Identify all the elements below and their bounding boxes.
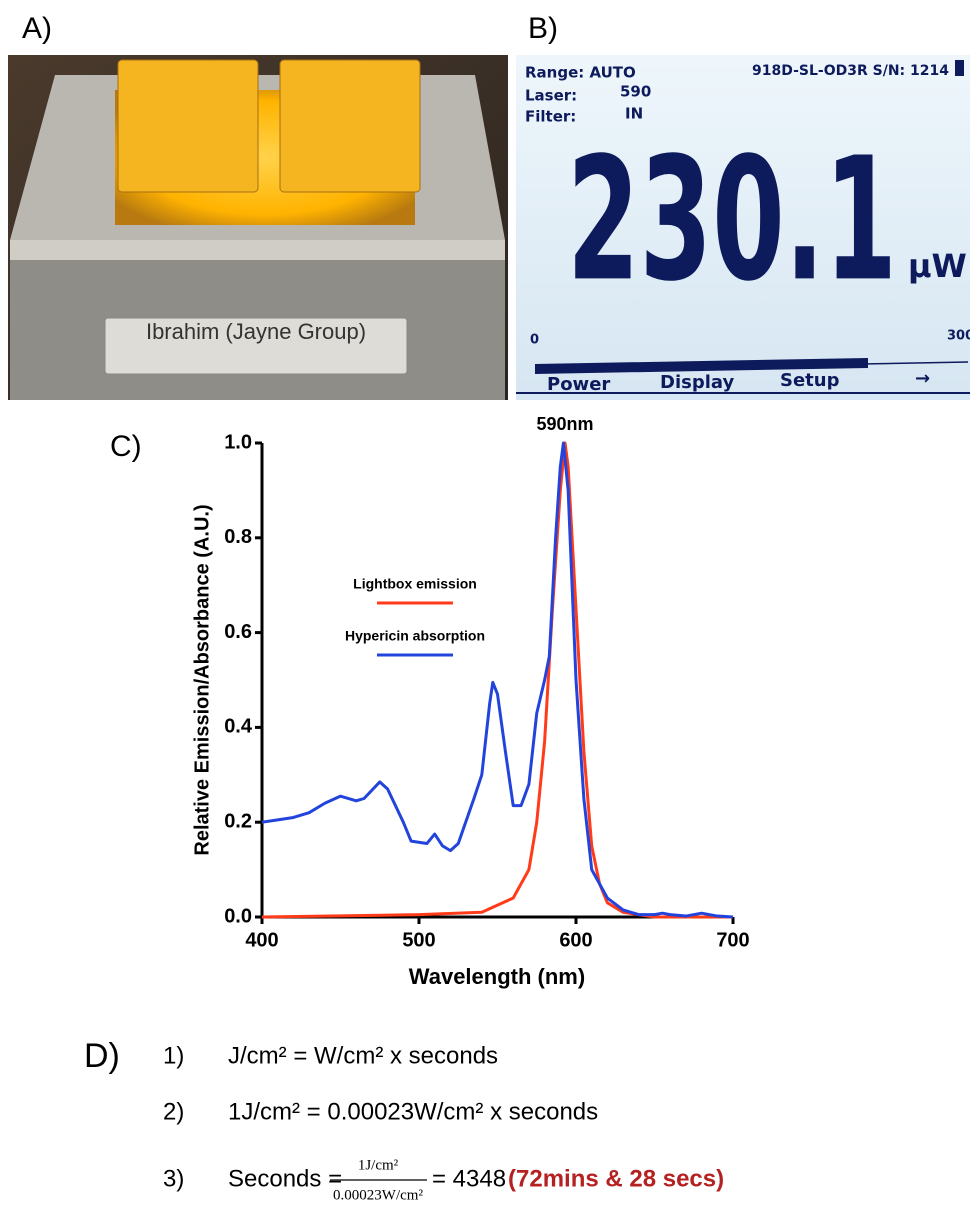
x-tick-label: 700 bbox=[716, 929, 749, 951]
photo-a: Ibrahim (Jayne Group) bbox=[8, 55, 508, 400]
lcd-menu: Setup bbox=[780, 370, 840, 391]
lcd-scale-max: 300 bbox=[947, 329, 970, 344]
lcd-laser-value: 590 bbox=[620, 83, 651, 101]
y-tick-label: 0.6 bbox=[224, 621, 252, 643]
step-number: 1) bbox=[163, 1042, 184, 1069]
step-number: 3) bbox=[163, 1165, 184, 1192]
lcd-scale-min: 0 bbox=[530, 333, 539, 348]
y-tick-label: 0.0 bbox=[224, 905, 252, 927]
step-number: 2) bbox=[163, 1098, 184, 1125]
legend-label: Hypericin absorption bbox=[345, 628, 485, 644]
x-tick-label: 400 bbox=[245, 929, 278, 951]
sign-text: Ibrahim (Jayne Group) bbox=[146, 319, 366, 344]
y-tick-label: 0.8 bbox=[224, 526, 252, 548]
equation-result: = 4348 bbox=[432, 1165, 506, 1192]
y-tick-label: 0.4 bbox=[224, 716, 253, 738]
panel-label: D) bbox=[84, 1037, 120, 1075]
lcd-device: 918D-SL-OD3R S/N: 1214 bbox=[752, 63, 949, 79]
panel-label: A) bbox=[22, 12, 52, 45]
equation: J/cm² = W/cm² x seconds bbox=[228, 1042, 498, 1069]
y-tick-label: 0.2 bbox=[224, 810, 252, 832]
lcd-menu: → bbox=[915, 368, 930, 389]
fraction-denominator: 0.00023W/cm² bbox=[333, 1187, 423, 1203]
lcd-unit: μW bbox=[908, 247, 967, 285]
fraction-numerator: 1J/cm² bbox=[358, 1157, 399, 1173]
chart-title: 590nm bbox=[536, 414, 593, 434]
y-axis-label: Relative Emission/Absorbance (A.U.) bbox=[191, 504, 213, 855]
equation: 1J/cm² = 0.00023W/cm² x seconds bbox=[228, 1098, 598, 1125]
x-axis-label: Wavelength (nm) bbox=[409, 964, 585, 989]
result-highlight: (72mins & 28 secs) bbox=[508, 1165, 724, 1192]
photo-b: Range: AUTO Laser: 590 Filter: IN 918D-S… bbox=[516, 55, 970, 400]
lcd-menu: Power bbox=[547, 374, 610, 395]
lcd-range: Range: AUTO bbox=[525, 64, 636, 82]
series-line bbox=[261, 441, 733, 919]
y-tick-label: 1.0 bbox=[224, 431, 252, 453]
series-line bbox=[261, 441, 734, 919]
lcd-filter-value: IN bbox=[625, 105, 643, 123]
lcd-reading: 230.1 bbox=[567, 121, 897, 319]
legend-label: Lightbox emission bbox=[353, 576, 477, 592]
equation: Seconds = bbox=[228, 1165, 342, 1192]
panel-label: C) bbox=[110, 430, 142, 463]
x-tick-label: 500 bbox=[402, 929, 435, 951]
x-tick-label: 600 bbox=[559, 929, 592, 951]
lcd-menu: Display bbox=[660, 372, 734, 393]
panel-label: B) bbox=[528, 12, 558, 45]
lcd-laser-label: Laser: bbox=[525, 87, 577, 105]
lcd-filter-label: Filter: bbox=[525, 108, 576, 126]
